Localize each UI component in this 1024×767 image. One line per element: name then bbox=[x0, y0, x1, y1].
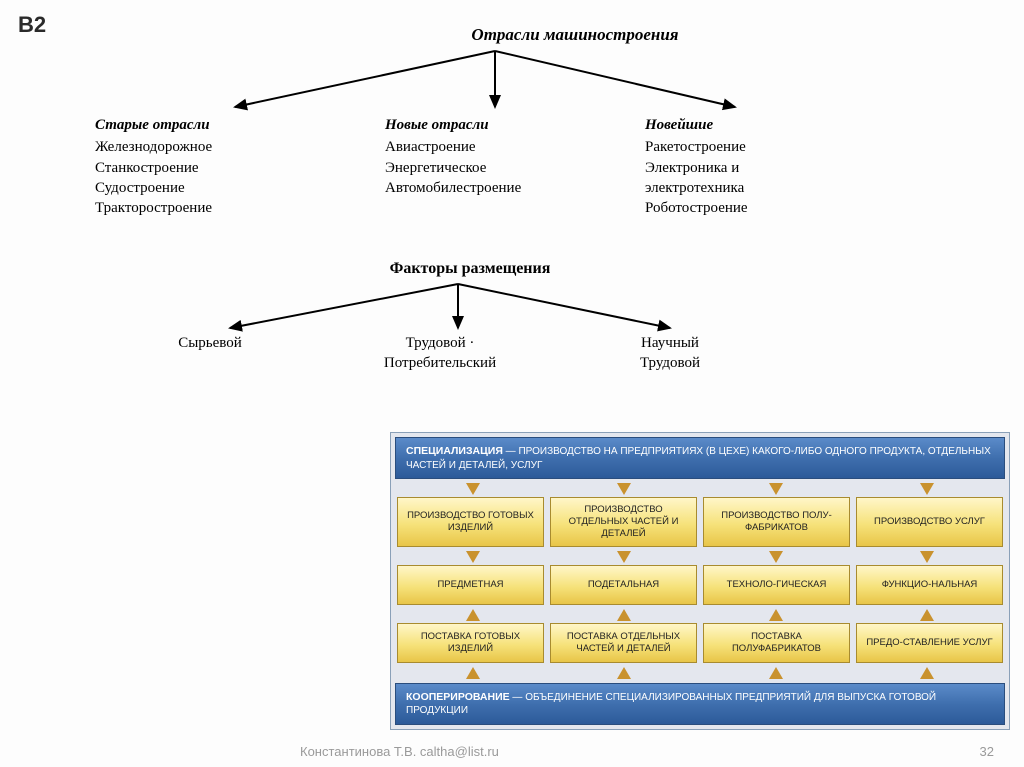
arrow-up-icon bbox=[852, 667, 1004, 679]
info-cell: ПОСТАВКА ПОЛУФАБРИКАТОВ bbox=[703, 623, 850, 663]
arrow-down-icon bbox=[852, 551, 1004, 563]
tree1-col-title: Новейшие bbox=[645, 115, 875, 135]
info-cell: ФУНКЦИО-НАЛЬНАЯ bbox=[856, 565, 1003, 605]
tree1-item: Тракторостроение bbox=[95, 198, 325, 218]
tree1-item: Судостроение bbox=[95, 178, 325, 198]
info-cell: ТЕХНОЛО-ГИЧЕСКАЯ bbox=[703, 565, 850, 605]
tree1-col-title: Новые отрасли bbox=[385, 115, 615, 135]
tree2-arrows bbox=[160, 278, 720, 334]
top-bar-bold: СПЕЦИАЛИЗАЦИЯ bbox=[406, 445, 503, 457]
arrow-up-icon bbox=[397, 667, 549, 679]
arrow-down-icon bbox=[700, 551, 852, 563]
tree1-item: Энергетическое bbox=[385, 158, 615, 178]
info-cell: ПРОИЗВОДСТВО ОТДЕЛЬНЫХ ЧАСТЕЙ И ДЕТАЛЕЙ bbox=[550, 497, 697, 547]
slide-label: В2 bbox=[18, 12, 46, 38]
tree1-arrows bbox=[165, 45, 805, 115]
info-cell: ПОСТАВКА ОТДЕЛЬНЫХ ЧАСТЕЙ И ДЕТАЛЕЙ bbox=[550, 623, 697, 663]
tree2-title: Факторы размещения bbox=[150, 260, 790, 278]
info-cell: ПРОИЗВОДСТВО УСЛУГ bbox=[856, 497, 1003, 547]
bottom-bar-bold: КООПЕРИРОВАНИЕ bbox=[406, 691, 510, 703]
bottom-blue-bar: КООПЕРИРОВАНИЕ — ОБЪЕДИНЕНИЕ СПЕЦИАЛИЗИР… bbox=[395, 683, 1005, 725]
top-blue-bar: СПЕЦИАЛИЗАЦИЯ — ПРОИЗВОДСТВО НА ПРЕДПРИЯ… bbox=[395, 437, 1005, 479]
footer-page: 32 bbox=[980, 744, 994, 759]
tree2-item: НаучныйТрудовой bbox=[580, 334, 760, 373]
info-cell: ПРОИЗВОДСТВО ПОЛУ-ФАБРИКАТОВ bbox=[703, 497, 850, 547]
tree2-item: Сырьевой bbox=[120, 334, 300, 373]
info-cell: ПРОИЗВОДСТВО ГОТОВЫХ ИЗДЕЛИЙ bbox=[397, 497, 544, 547]
tree-industries: Отрасли машиностроения Старые отраслиЖел… bbox=[60, 25, 910, 218]
info-cell: ПОДЕТАЛЬНАЯ bbox=[550, 565, 697, 605]
arrow-down-icon bbox=[397, 551, 549, 563]
tree1-item: электротехника bbox=[645, 178, 875, 198]
arrow-up-icon bbox=[700, 609, 852, 621]
info-cell: ПРЕДМЕТНАЯ bbox=[397, 565, 544, 605]
arrow-down-icon bbox=[397, 483, 549, 495]
arrow-up-icon bbox=[549, 667, 701, 679]
tree1-item: Электроника и bbox=[645, 158, 875, 178]
tree1-col: Старые отраслиЖелезнодорожноеСтанкострое… bbox=[95, 115, 325, 218]
tree-factors: Факторы размещения Сырьевой Трудовой ·Пот… bbox=[90, 260, 790, 373]
tree1-col-title: Старые отрасли bbox=[95, 115, 325, 135]
arrow-down-icon bbox=[852, 483, 1004, 495]
info-cell: ПРЕДО-СТАВЛЕНИЕ УСЛУГ bbox=[856, 623, 1003, 663]
tree1-item: Ракетостроение bbox=[645, 137, 875, 157]
tree2-item: Трудовой ·Потребительский bbox=[350, 334, 530, 373]
tree1-item: Станкостроение bbox=[95, 158, 325, 178]
arrow-down-icon bbox=[549, 551, 701, 563]
tree1-col: Новые отраслиАвиастроениеЭнергетическоеА… bbox=[385, 115, 615, 218]
slide-footer: Константинова Т.В. caltha@list.ru 32 bbox=[0, 744, 1024, 759]
footer-author: Константинова Т.В. caltha@list.ru bbox=[300, 744, 499, 759]
arrow-up-icon bbox=[852, 609, 1004, 621]
specialization-panel: СПЕЦИАЛИЗАЦИЯ — ПРОИЗВОДСТВО НА ПРЕДПРИЯ… bbox=[390, 432, 1010, 730]
tree1-title: Отрасли машиностроения bbox=[240, 25, 910, 45]
arrow-up-icon bbox=[700, 667, 852, 679]
arrow-down-icon bbox=[700, 483, 852, 495]
tree1-item: Железнодорожное bbox=[95, 137, 325, 157]
arrow-down-icon bbox=[549, 483, 701, 495]
tree1-item: Роботостроение bbox=[645, 198, 875, 218]
tree1-item: Авиастроение bbox=[385, 137, 615, 157]
info-cell: ПОСТАВКА ГОТОВЫХ ИЗДЕЛИЙ bbox=[397, 623, 544, 663]
tree1-item: Автомобилестроение bbox=[385, 178, 615, 198]
tree1-col: НовейшиеРакетостроениеЭлектроника иэлект… bbox=[645, 115, 875, 218]
arrow-up-icon bbox=[397, 609, 549, 621]
arrow-up-icon bbox=[549, 609, 701, 621]
